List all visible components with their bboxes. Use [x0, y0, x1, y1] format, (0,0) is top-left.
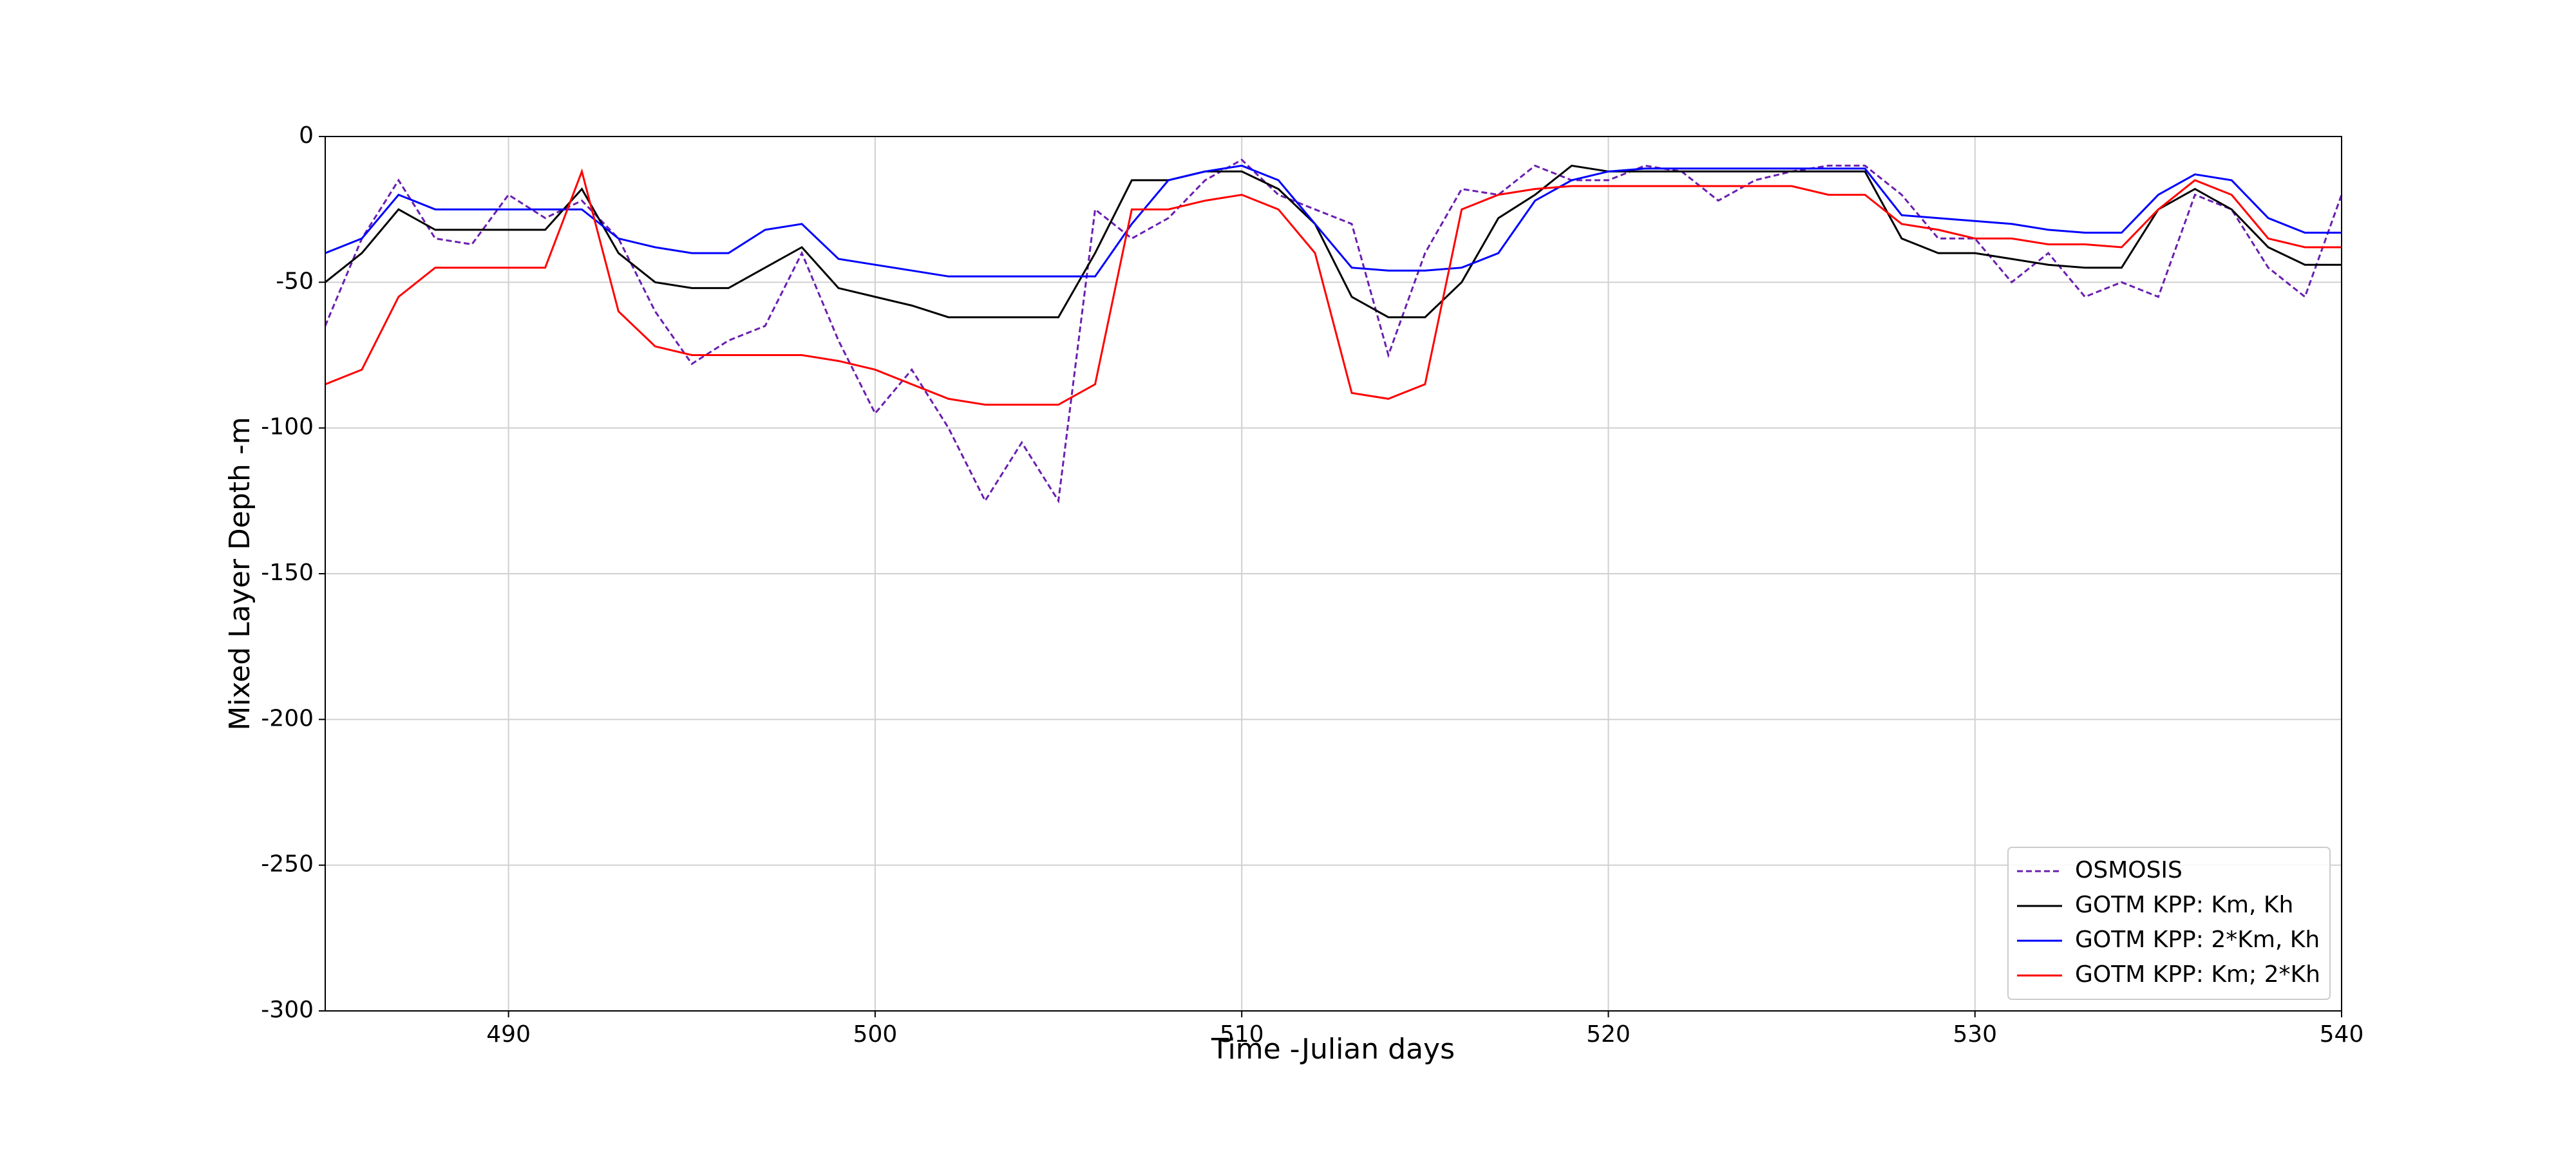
x-tick-label: 510	[1220, 1021, 1264, 1048]
y-axis-label: Mixed Layer Depth -m	[223, 417, 256, 730]
y-tick-label: -100	[261, 414, 314, 440]
x-tick-label: 490	[486, 1021, 531, 1048]
y-tick-label: -150	[261, 560, 314, 586]
x-tick-label: 500	[853, 1021, 898, 1048]
plot-frame	[325, 136, 2342, 1012]
series-line	[325, 164, 2342, 278]
legend-label: GOTM KPP: 2*Km, Kh	[2075, 927, 2320, 953]
y-tick-label: -200	[261, 705, 314, 731]
series-line	[325, 158, 2342, 504]
y-tick-label: 0	[299, 122, 314, 149]
y-tick-label: -250	[261, 851, 314, 878]
legend-box	[2007, 847, 2331, 1000]
x-axis-label: Time -Julian days	[1211, 1033, 1455, 1066]
y-tick-label: -300	[261, 997, 314, 1023]
legend-label: OSMOSIS	[2075, 857, 2183, 883]
x-tick-label: 540	[2320, 1021, 2364, 1048]
legend-label: GOTM KPP: Km; 2*Kh	[2075, 961, 2320, 988]
x-tick-label: 530	[1953, 1021, 1997, 1048]
series-line	[325, 168, 2342, 406]
legend-label: GOTM KPP: Km, Kh	[2075, 892, 2293, 918]
x-tick-label: 520	[1586, 1021, 1631, 1048]
y-tick-label: -50	[276, 268, 314, 294]
series-line	[325, 164, 2342, 319]
